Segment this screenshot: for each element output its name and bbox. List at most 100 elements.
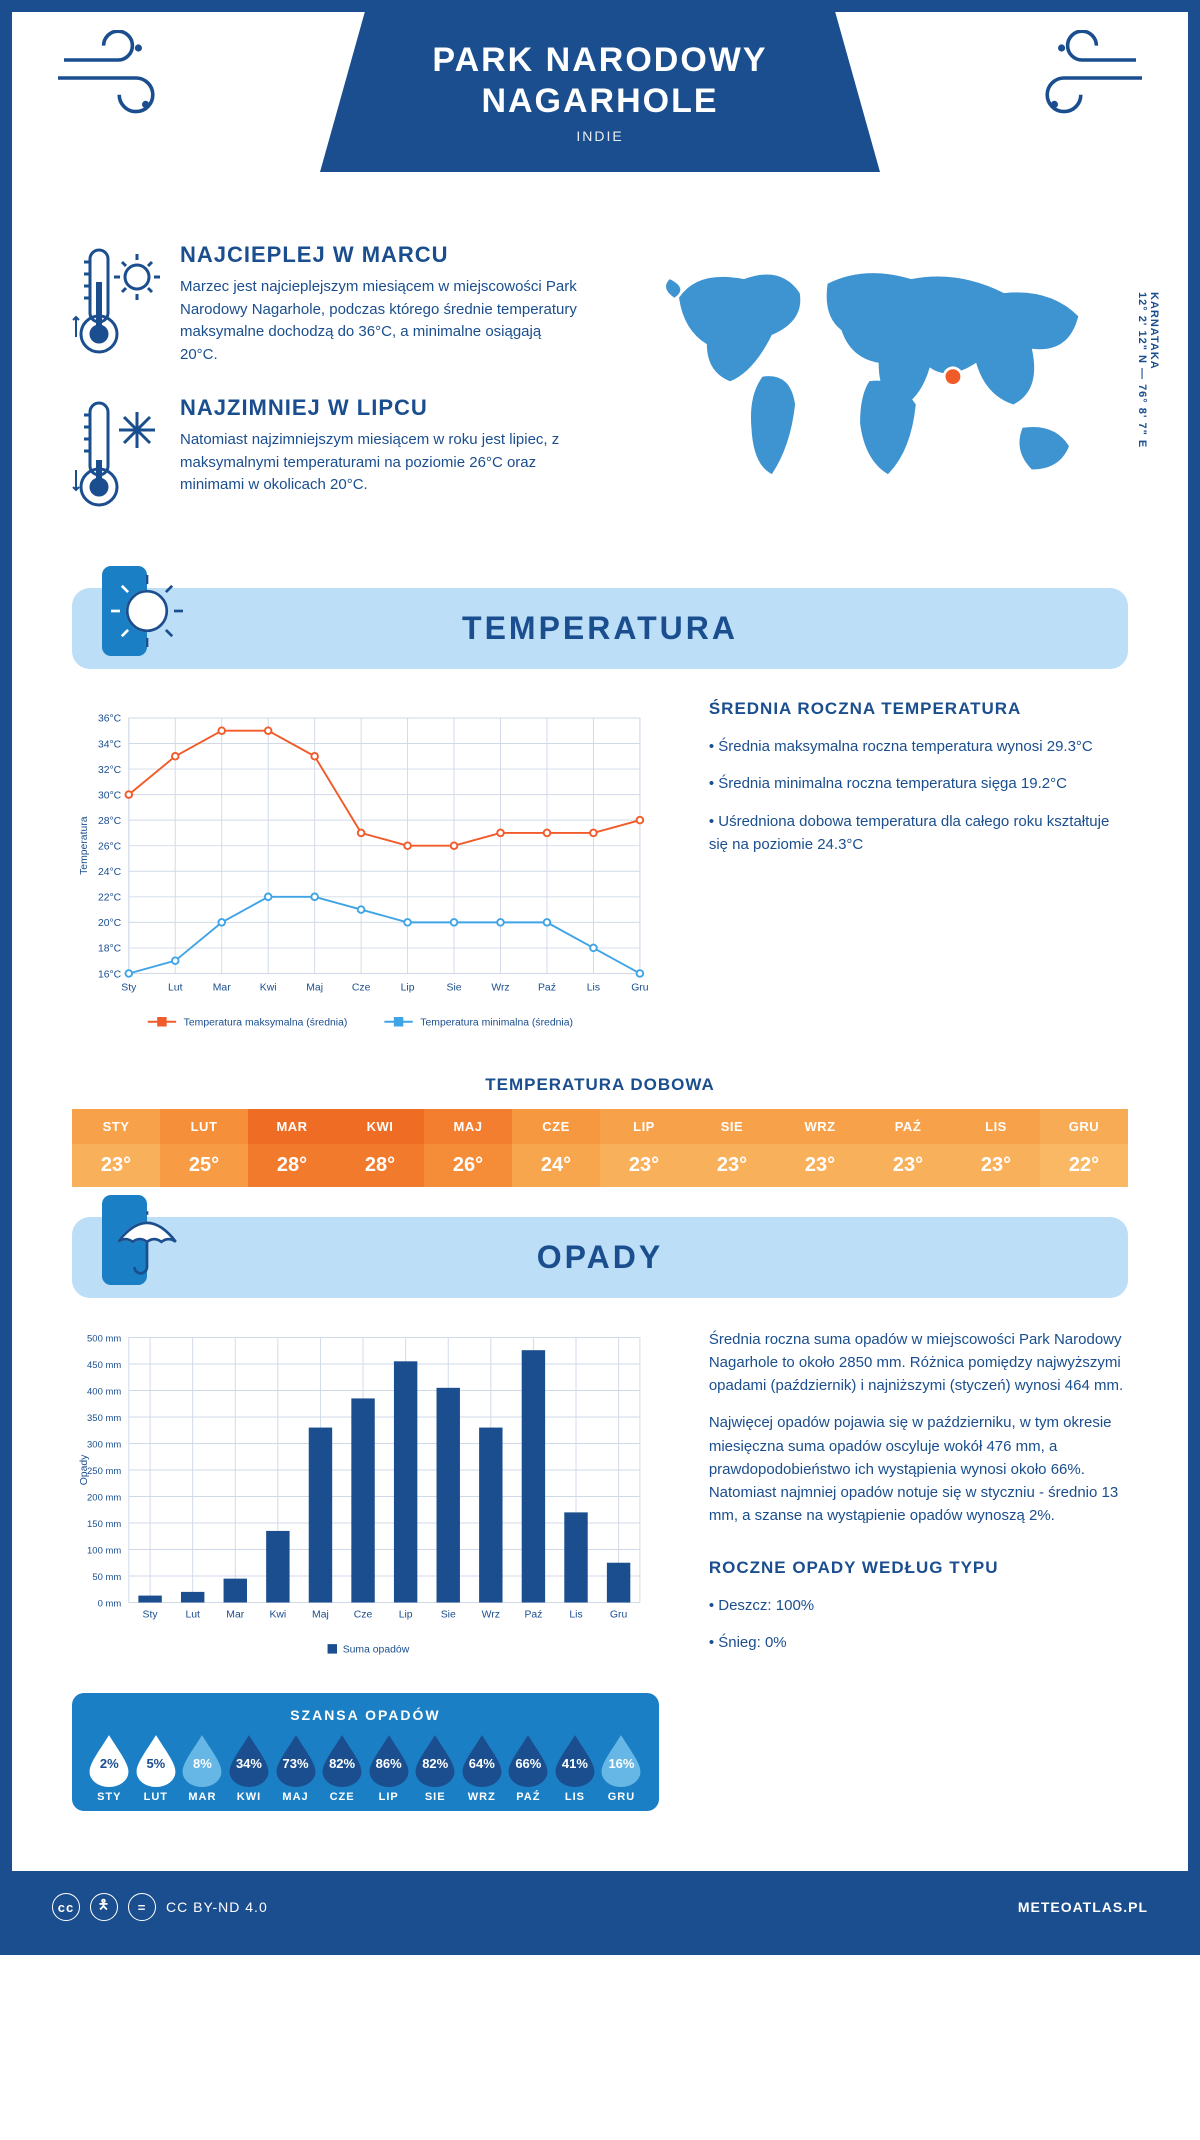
raindrop-icon: 16% <box>599 1733 643 1787</box>
chance-cell: 16% GRU <box>598 1733 645 1803</box>
chance-month: GRU <box>598 1791 645 1803</box>
chance-month: LUT <box>133 1791 180 1803</box>
wind-icon-right <box>1028 30 1148 141</box>
page-frame: PARK NARODOWY NAGARHOLE INDIE <box>0 0 1200 1955</box>
world-map-icon <box>620 242 1128 502</box>
chance-cell: 8% MAR <box>179 1733 226 1803</box>
cc-icon: cc <box>52 1893 80 1921</box>
thermometer-cold-icon <box>72 395 162 520</box>
raindrop-icon: 64% <box>460 1733 504 1787</box>
heat-cell: 23° <box>864 1144 952 1187</box>
chance-month: MAJ <box>272 1791 319 1803</box>
fact-coldest-body: Natomiast najzimniejszym miesiącem w rok… <box>180 429 580 497</box>
temp-chart: 16°C18°C20°C22°C24°C26°C28°C30°C32°C34°C… <box>72 699 659 1045</box>
svg-text:Kwi: Kwi <box>260 983 277 994</box>
svg-text:450 mm: 450 mm <box>87 1359 121 1370</box>
temp-summary: ŚREDNIA ROCZNA TEMPERATURA Średnia maksy… <box>709 699 1128 1045</box>
heat-header: CZE <box>512 1109 600 1144</box>
raindrop-icon: 66% <box>506 1733 550 1787</box>
svg-text:Cze: Cze <box>354 1609 373 1620</box>
intro-map: KARNATAKA 12° 2' 12" N — 76° 8' 7" E <box>620 242 1128 548</box>
svg-text:36°C: 36°C <box>98 714 122 725</box>
svg-text:22°C: 22°C <box>98 893 122 904</box>
svg-text:Gru: Gru <box>631 983 649 994</box>
svg-text:400 mm: 400 mm <box>87 1386 121 1397</box>
raindrop-icon: 34% <box>227 1733 271 1787</box>
heat-header: PAŹ <box>864 1109 952 1144</box>
heat-cell: 26° <box>424 1144 512 1187</box>
footer: cc 🯅 = CC BY-ND 4.0 METEOATLAS.PL <box>12 1871 1188 1943</box>
temp-heading: TEMPERATURA <box>112 610 1088 647</box>
svg-text:0 mm: 0 mm <box>98 1598 122 1609</box>
coord-lon: 76° 8' 7" E <box>1136 384 1148 448</box>
chance-value: 66% <box>506 1739 550 1787</box>
chance-cell: 66% PAŹ <box>505 1733 552 1803</box>
svg-text:Lis: Lis <box>587 983 600 994</box>
svg-text:20°C: 20°C <box>98 918 122 929</box>
svg-text:Temperatura maksymalna (średni: Temperatura maksymalna (średnia) <box>184 1018 348 1029</box>
chance-panel: SZANSA OPADÓW 2% STY 5% LUT 8% MAR 34% K… <box>72 1693 659 1811</box>
svg-text:Kwi: Kwi <box>269 1609 286 1620</box>
heat-header: LUT <box>160 1109 248 1144</box>
footer-site[interactable]: METEOATLAS.PL <box>1018 1899 1148 1915</box>
chance-grid: 2% STY 5% LUT 8% MAR 34% KWI 73% MAJ <box>86 1733 645 1803</box>
heat-cell: 23° <box>688 1144 776 1187</box>
chance-value: 8% <box>180 1739 224 1787</box>
raindrop-icon: 2% <box>87 1733 131 1787</box>
svg-text:350 mm: 350 mm <box>87 1412 121 1423</box>
svg-text:28°C: 28°C <box>98 816 122 827</box>
fact-warmest-title: NAJCIEPLEJ W MARCU <box>180 242 580 268</box>
thermometer-hot-icon <box>72 242 162 367</box>
page-subtitle: INDIE <box>576 128 623 144</box>
intro-facts: NAJCIEPLEJ W MARCU Marzec jest najcieple… <box>72 242 580 548</box>
heat-cell: 23° <box>776 1144 864 1187</box>
heat-header: SIE <box>688 1109 776 1144</box>
svg-text:32°C: 32°C <box>98 765 122 776</box>
svg-text:16°C: 16°C <box>98 969 122 980</box>
precip-bytype-heading: ROCZNE OPADY WEDŁUG TYPU <box>709 1558 1128 1578</box>
chance-month: STY <box>86 1791 133 1803</box>
chance-value: 16% <box>599 1739 643 1787</box>
precip-chart-col: 0 mm50 mm100 mm150 mm200 mm250 mm300 mm3… <box>72 1328 659 1812</box>
svg-text:Temperatura: Temperatura <box>79 816 90 875</box>
heat-cell: 28° <box>248 1144 336 1187</box>
daily-temp-title: TEMPERATURA DOBOWA <box>72 1075 1128 1095</box>
svg-text:300 mm: 300 mm <box>87 1439 121 1450</box>
svg-text:Paź: Paź <box>524 1609 542 1620</box>
temp-summary-heading: ŚREDNIA ROCZNA TEMPERATURA <box>709 699 1128 719</box>
heat-header: MAR <box>248 1109 336 1144</box>
svg-text:500 mm: 500 mm <box>87 1333 121 1344</box>
chance-value: 2% <box>87 1739 131 1787</box>
content: NAJCIEPLEJ W MARCU Marzec jest najcieple… <box>12 212 1188 1871</box>
chance-cell: 5% LUT <box>133 1733 180 1803</box>
section-banner-temp: TEMPERATURA <box>72 588 1128 669</box>
heat-header: WRZ <box>776 1109 864 1144</box>
svg-text:24°C: 24°C <box>98 867 122 878</box>
coord-lat: 12° 2' 12" N <box>1136 292 1148 364</box>
coord-region: KARNATAKA <box>1148 292 1160 370</box>
bar-chart: 0 mm50 mm100 mm150 mm200 mm250 mm300 mm3… <box>72 1328 659 1669</box>
heat-cell: 23° <box>72 1144 160 1187</box>
svg-text:Sty: Sty <box>143 1609 159 1620</box>
temp-summary-item: Średnia maksymalna roczna temperatura wy… <box>709 735 1128 758</box>
chance-cell: 82% SIE <box>412 1733 459 1803</box>
svg-text:Gru: Gru <box>610 1609 628 1620</box>
svg-text:150 mm: 150 mm <box>87 1518 121 1529</box>
raindrop-icon: 82% <box>320 1733 364 1787</box>
precip-bytype-item: Śnieg: 0% <box>709 1631 1128 1654</box>
location-marker-icon <box>946 369 961 384</box>
precip-bytype-list: Deszcz: 100%Śnieg: 0% <box>709 1594 1128 1655</box>
chance-cell: 82% CZE <box>319 1733 366 1803</box>
fact-coldest-title: NAJZIMNIEJ W LIPCU <box>180 395 580 421</box>
by-icon: 🯅 <box>90 1893 118 1921</box>
chance-cell: 2% STY <box>86 1733 133 1803</box>
wind-icon-left <box>52 30 172 141</box>
svg-text:Sty: Sty <box>121 983 137 994</box>
chance-value: 73% <box>274 1739 318 1787</box>
svg-text:Lis: Lis <box>569 1609 582 1620</box>
chance-month: SIE <box>412 1791 459 1803</box>
chance-month: MAR <box>179 1791 226 1803</box>
line-chart: 16°C18°C20°C22°C24°C26°C28°C30°C32°C34°C… <box>72 699 659 1040</box>
svg-text:Opady: Opady <box>79 1454 90 1485</box>
svg-text:Wrz: Wrz <box>491 983 509 994</box>
